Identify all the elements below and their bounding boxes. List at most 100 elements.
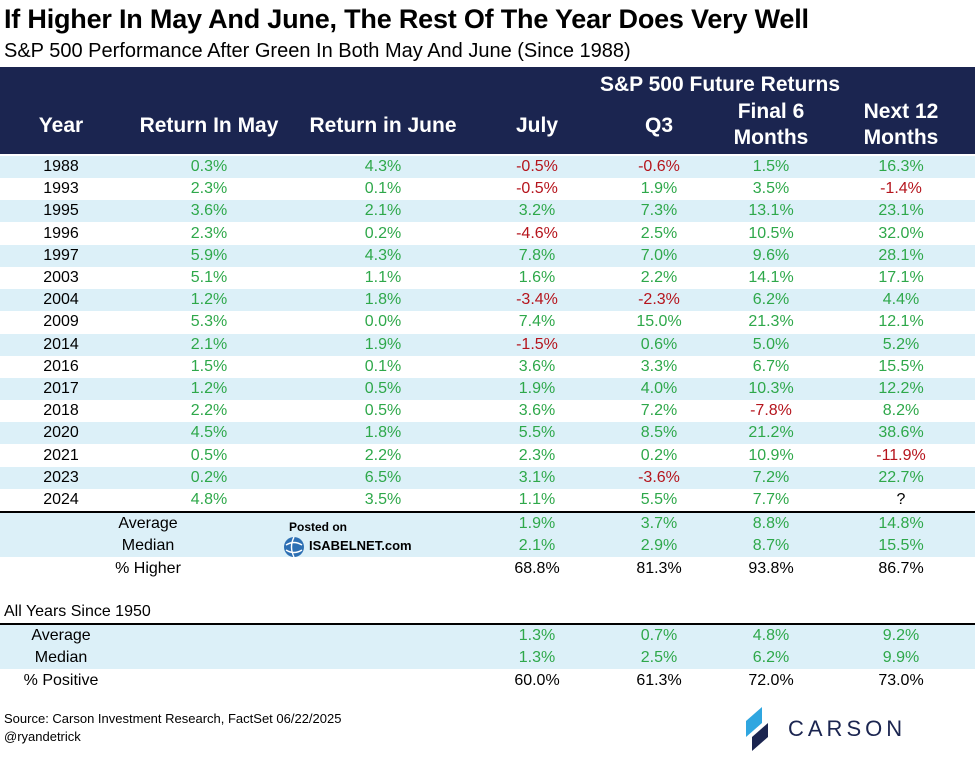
value-cell: 6.2% xyxy=(752,291,790,309)
value-cell: 7.2% xyxy=(752,468,790,486)
value-cell: 3.6% xyxy=(518,402,556,420)
value-cell: -1.5% xyxy=(516,335,558,353)
value-cell: 7.3% xyxy=(640,202,678,220)
summary-row: Median 1.3% 2.5% 6.2% 9.9% xyxy=(0,647,975,670)
summary-label: % Higher xyxy=(115,559,181,577)
value-cell: -11.9% xyxy=(876,446,926,464)
table-row: 1995 3.6% 2.1% 3.2% 7.3% 13.1% 23.1% xyxy=(0,200,975,223)
year-cell: 1993 xyxy=(43,180,79,198)
year-cell: 2018 xyxy=(43,402,79,420)
globe-icon xyxy=(284,536,304,558)
year-cell: 2021 xyxy=(43,446,79,464)
value-cell: 5.3% xyxy=(190,313,228,331)
value-cell: 9.6% xyxy=(752,246,790,264)
table-header: S&P 500 Future Returns Year Return In Ma… xyxy=(0,67,975,154)
table-row: 2023 0.2% 6.5% 3.1% -3.6% 7.2% 22.7% xyxy=(0,466,975,489)
year-cell: 2016 xyxy=(43,357,79,375)
value-cell: 10.9% xyxy=(748,446,794,464)
value-cell: 7.0% xyxy=(640,246,678,264)
value-cell: 2.2% xyxy=(640,269,678,286)
header-july: July xyxy=(515,114,559,137)
watermark-posted-label: Posted on xyxy=(289,520,348,534)
summary-row: % Higher 68.8% 81.3% 93.8% 86.7% xyxy=(0,558,975,580)
value-cell: 5.2% xyxy=(882,335,920,353)
value-cell: 13.1% xyxy=(748,202,794,220)
value-cell: 12.2% xyxy=(878,380,924,397)
summary-row: Average 1.3% 0.7% 4.8% 9.2% xyxy=(0,625,975,647)
header-next-12-months: Next 12 Months xyxy=(864,99,939,151)
value-cell: -2.3% xyxy=(638,291,680,309)
value-cell: 4.5% xyxy=(190,424,228,442)
value-cell: -0.5% xyxy=(516,180,558,198)
value-cell: 1.9% xyxy=(518,380,556,397)
value-cell: 0.6% xyxy=(640,335,678,353)
year-cell: 2020 xyxy=(43,424,79,442)
value-cell: 2.3% xyxy=(190,224,228,242)
value-cell: 0.2% xyxy=(190,468,228,486)
chart-title: If Higher In May And June, The Rest Of T… xyxy=(4,4,809,34)
summary-value: 72.0% xyxy=(748,671,794,689)
value-cell: 0.0% xyxy=(364,313,402,331)
value-cell: 4.4% xyxy=(882,291,920,309)
value-cell: 4.3% xyxy=(364,158,402,175)
value-cell: 0.2% xyxy=(364,224,402,242)
value-cell: 0.5% xyxy=(364,402,402,420)
year-cell: 1996 xyxy=(43,224,79,242)
source-line: Source: Carson Investment Research, Fact… xyxy=(4,711,342,726)
summary-label: Median xyxy=(34,649,88,667)
year-cell: 2023 xyxy=(43,468,79,486)
value-cell: 3.5% xyxy=(364,491,402,508)
value-cell: 8.5% xyxy=(640,424,678,442)
table-row: 2018 2.2% 0.5% 3.6% 7.2% -7.8% 8.2% xyxy=(0,400,975,422)
summary-value: 93.8% xyxy=(748,559,794,577)
value-cell: 7.2% xyxy=(640,402,678,420)
value-cell: 22.7% xyxy=(878,468,924,486)
value-cell: 0.5% xyxy=(364,380,402,397)
header-next-12-line1: Next 12 xyxy=(863,100,939,123)
table-row: 2009 5.3% 0.0% 7.4% 15.0% 21.3% 12.1% xyxy=(0,311,975,333)
value-cell: 1.1% xyxy=(364,269,402,286)
value-cell: 7.7% xyxy=(752,491,790,508)
year-cell: 1995 xyxy=(43,202,79,220)
summary-value: 86.7% xyxy=(878,559,924,577)
value-cell: 1.9% xyxy=(364,335,402,353)
summary-value: 68.8% xyxy=(514,559,560,577)
summary-label: Average xyxy=(118,515,178,532)
summary-value: 2.9% xyxy=(640,537,678,555)
table-row: 1997 5.9% 4.3% 7.8% 7.0% 9.6% 28.1% xyxy=(0,244,975,267)
value-cell: 21.3% xyxy=(748,313,794,331)
value-cell: 1.1% xyxy=(518,491,556,508)
value-cell: 2.1% xyxy=(190,335,228,353)
summary-value: 0.7% xyxy=(640,627,678,644)
value-cell: 3.1% xyxy=(518,468,556,486)
value-cell: -1.4% xyxy=(880,180,922,198)
value-cell: 23.1% xyxy=(878,202,924,220)
summary-value: 2.1% xyxy=(518,537,556,555)
value-cell: 5.1% xyxy=(190,269,228,286)
table-row: 2016 1.5% 0.1% 3.6% 3.3% 6.7% 15.5% xyxy=(0,356,975,378)
summary-value: 1.3% xyxy=(518,627,556,644)
year-cell: 2024 xyxy=(43,491,79,508)
value-cell: 10.3% xyxy=(748,380,794,397)
value-cell: 0.2% xyxy=(640,446,678,464)
value-cell: 3.3% xyxy=(640,357,678,375)
summary-row: Average 1.9% 3.7% 8.8% 14.8% xyxy=(0,513,975,535)
table-row: 1993 2.3% 0.1% -0.5% 1.9% 3.5% -1.4% xyxy=(0,178,975,200)
summary-value: 61.3% xyxy=(636,671,682,689)
header-return-june: Return in June xyxy=(309,114,457,137)
value-cell: 12.1% xyxy=(878,313,924,331)
value-cell: ? xyxy=(896,491,906,508)
summary-value: 73.0% xyxy=(878,671,924,689)
year-cell: 1997 xyxy=(43,246,79,264)
table-row: 2024 4.8% 3.5% 1.1% 5.5% 7.7%? xyxy=(0,489,975,511)
summary-label: Average xyxy=(31,627,91,644)
value-cell: 0.3% xyxy=(190,158,228,175)
value-cell: 8.2% xyxy=(882,402,920,420)
summary-value: 81.3% xyxy=(636,559,682,577)
year-cell: 2009 xyxy=(43,313,79,331)
value-cell: 3.5% xyxy=(752,180,790,198)
value-cell: 7.4% xyxy=(518,313,556,331)
value-cell: 1.6% xyxy=(518,269,556,286)
value-cell: 2.3% xyxy=(518,446,556,464)
value-cell: 2.2% xyxy=(364,446,402,464)
